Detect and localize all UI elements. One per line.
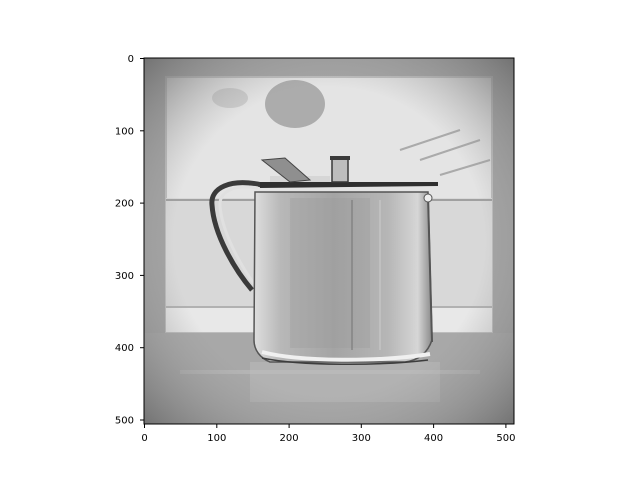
image-panel [144,58,514,424]
x-tick-label: 100 [207,433,226,444]
x-tick-label: 300 [352,433,371,444]
x-tick-label: 0 [141,433,147,444]
y-axis: 0 100 200 300 400 500 [115,54,144,427]
axes-frame [143,57,515,425]
y-tick-label: 500 [115,416,134,427]
x-tick-label: 400 [424,433,443,444]
x-tick-label: 200 [280,433,299,444]
y-tick-label: 300 [115,271,134,282]
x-tick-label: 500 [496,433,515,444]
y-tick-label: 400 [115,343,134,354]
y-tick-label: 100 [115,126,134,137]
x-axis: 0 100 200 300 400 500 [141,424,515,444]
y-tick-label: 0 [128,54,134,65]
y-tick-label: 200 [115,199,134,210]
